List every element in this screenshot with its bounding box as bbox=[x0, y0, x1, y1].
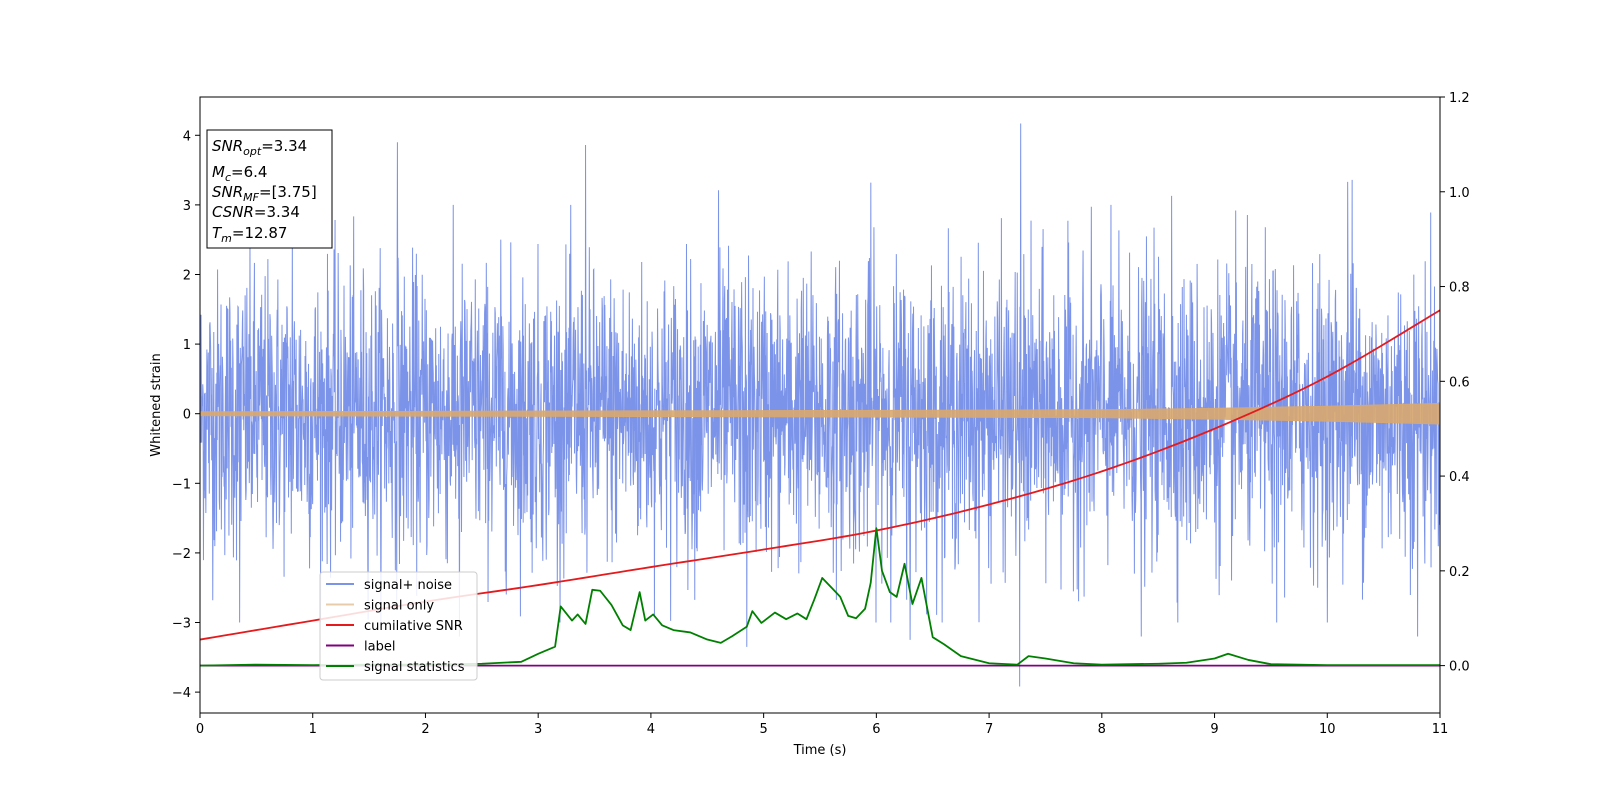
y-tick-label: 2 bbox=[183, 268, 191, 283]
legend: signal+ noise signal only cumilative SNR la… bbox=[319, 571, 478, 681]
plot-frame bbox=[199, 96, 1441, 714]
y2-tick-label: 0.6 bbox=[1449, 375, 1470, 390]
x-tick-label: 9 bbox=[1210, 722, 1218, 737]
x-tick-label: 3 bbox=[534, 722, 542, 737]
y-tick-label: 0 bbox=[183, 408, 191, 423]
legend-label: signal statistics bbox=[364, 660, 465, 675]
info-box-frame bbox=[206, 129, 333, 249]
legend-entries: signal+ noise signal only cumilative SNR la… bbox=[326, 578, 465, 675]
y2-tick-label: 0.4 bbox=[1449, 470, 1470, 485]
x-tick-label: 5 bbox=[759, 722, 767, 737]
y-tick-label: −2 bbox=[172, 547, 191, 562]
x-tick-label: 2 bbox=[421, 722, 429, 737]
x-tick-label: 4 bbox=[647, 722, 655, 737]
y2-tick-label: 1.2 bbox=[1449, 91, 1470, 106]
info-box: SNRopt=3.34 Mc=6.4 SNRMF=[3.75] CSNR=3.3… bbox=[206, 129, 333, 249]
x-tick-label: 1 bbox=[309, 722, 317, 737]
x-tick-label: 0 bbox=[196, 722, 204, 737]
y2-tick-label: 0.2 bbox=[1449, 565, 1470, 580]
y-tick-label: −4 bbox=[172, 686, 191, 701]
x-tick-label: 7 bbox=[985, 722, 993, 737]
series-signal-noise-line bbox=[200, 123, 1440, 687]
y-axis-title: Whitened strain bbox=[149, 353, 164, 456]
x-axis-title: Time (s) bbox=[793, 743, 847, 758]
y2-tick-label: 0.0 bbox=[1449, 660, 1470, 675]
y-tick-label: −3 bbox=[172, 617, 191, 632]
legend-label: signal only bbox=[364, 599, 434, 614]
y-axis-right: 0.0 0.2 0.4 0.6 0.8 1.0 1.2 bbox=[1440, 91, 1470, 675]
x-tick-label: 11 bbox=[1432, 722, 1449, 737]
info-csnr: CSNR=3.34 bbox=[212, 203, 300, 221]
series-signal-statistics-line bbox=[200, 527, 1440, 667]
legend-label: label bbox=[364, 640, 395, 655]
info-tm: Tm=12.87 bbox=[212, 224, 287, 245]
legend-frame bbox=[319, 571, 478, 681]
y-tick-label: 3 bbox=[183, 199, 191, 214]
y2-tick-label: 1.0 bbox=[1449, 186, 1470, 201]
y-tick-label: −1 bbox=[172, 477, 191, 492]
y2-tick-label: 0.8 bbox=[1449, 281, 1470, 296]
legend-label: cumilative SNR bbox=[364, 619, 463, 634]
x-tick-label: 8 bbox=[1098, 722, 1106, 737]
series-signal-only-band bbox=[200, 402, 1440, 425]
y-tick-label: 4 bbox=[183, 129, 191, 144]
legend-label: signal+ noise bbox=[364, 578, 452, 593]
info-snr-opt: SNRopt=3.34 bbox=[212, 137, 307, 158]
x-tick-label: 10 bbox=[1319, 722, 1336, 737]
x-tick-label: 6 bbox=[872, 722, 880, 737]
y-axis-left: −4 −3 −2 −1 0 1 2 3 4 bbox=[172, 129, 200, 701]
y-tick-label: 1 bbox=[183, 338, 191, 353]
x-axis: 0 1 2 3 4 5 6 7 8 9 10 11 bbox=[196, 713, 1448, 737]
info-mc: Mc=6.4 bbox=[212, 163, 267, 184]
info-snr-mf: SNRMF=[3.75] bbox=[212, 183, 317, 204]
